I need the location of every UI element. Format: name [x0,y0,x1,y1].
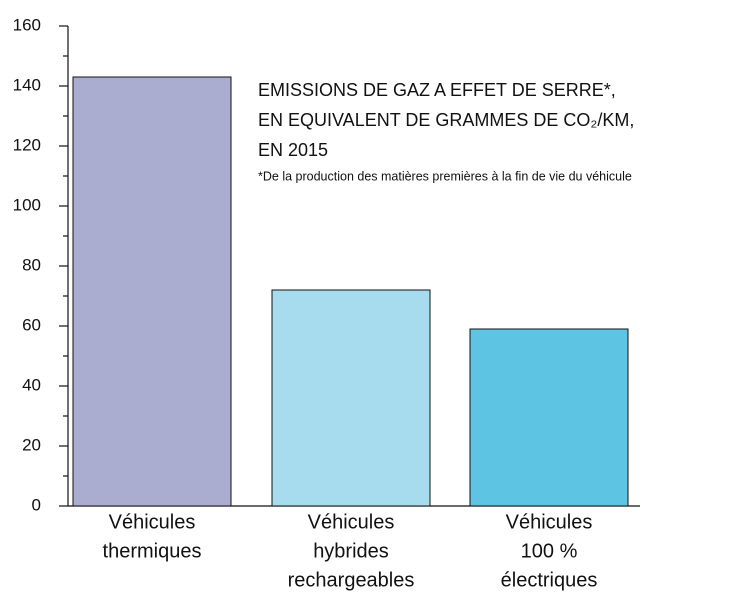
bar [271,289,431,507]
x-tick-label: hybrides [313,540,389,562]
chart-title: EN 2015 [258,140,328,160]
y-tick-label: 160 [13,15,41,34]
x-tick-label: 100 % [521,540,578,562]
y-tick-label: 60 [22,315,41,334]
y-tick-label: 20 [22,435,41,454]
y-tick-label: 80 [22,255,41,274]
y-tick-label: 120 [13,135,41,154]
y-tick-label: 100 [13,195,41,214]
y-tick-label: 140 [13,75,41,94]
bar [469,328,629,507]
x-tick-label: rechargeables [288,569,415,591]
y-tick-label: 40 [22,375,41,394]
y-tick-label: 0 [32,495,41,514]
x-tick-label: électriques [501,569,598,591]
chart-title: EN EQUIVALENT DE GRAMMES DE CO₂/KM, [258,110,634,130]
chart-title: EMISSIONS DE GAZ A EFFET DE SERRE*, [258,80,616,100]
x-tick-label: thermiques [103,540,202,562]
chart-subtitle: *De la production des matières premières… [258,169,632,183]
bar [72,76,232,507]
x-tick-label: Véhicules [308,511,395,533]
x-tick-label: Véhicules [506,511,593,533]
x-tick-label: Véhicules [109,511,196,533]
